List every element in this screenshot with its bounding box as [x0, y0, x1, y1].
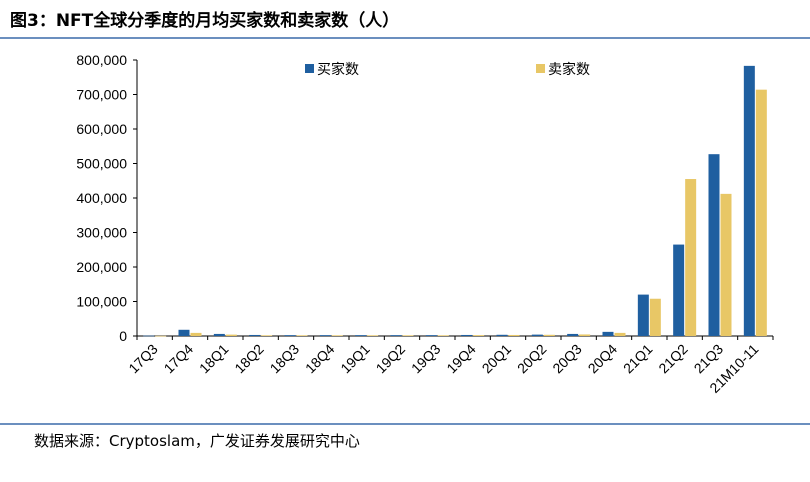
- legend-swatch-buyers: [305, 64, 314, 73]
- bar-sellers: [755, 89, 767, 336]
- bar-sellers: [155, 335, 167, 337]
- bar-buyers: [425, 335, 437, 336]
- legend-label-buyers: 买家数: [317, 61, 359, 78]
- chart-title: 图3：NFT全球分季度的月均买家数和卖家数（人）: [10, 11, 400, 31]
- y-tick-label: 100,000: [76, 294, 127, 310]
- bar-sellers: [402, 335, 414, 336]
- bar-buyers: [284, 335, 296, 336]
- bar-sellers: [614, 332, 626, 336]
- bar-buyers: [496, 334, 508, 336]
- legend-label-sellers: 卖家数: [548, 61, 590, 78]
- chart-axes: 0 100,000 200,000 300,000 400,000 500,000 600,…: [76, 52, 774, 396]
- x-tick-label: 20Q2: [514, 341, 550, 377]
- x-tick-label: 19Q4: [443, 341, 479, 377]
- y-tick-label: 200,000: [76, 259, 127, 275]
- x-tick-label: 17Q3: [125, 341, 161, 377]
- bar-buyers: [637, 294, 649, 336]
- x-tick-label: 19Q1: [337, 341, 373, 377]
- source-rule: [0, 423, 810, 425]
- y-tick-label: 0: [119, 328, 127, 344]
- x-tick-label: 18Q4: [302, 341, 338, 377]
- bar-sellers: [296, 335, 308, 336]
- bar-chart: 0 100,000 200,000 300,000 400,000 500,000 600,…: [76, 52, 774, 396]
- bar-sellers: [190, 332, 202, 336]
- y-tick-label: 700,000: [76, 87, 127, 103]
- x-tick-label: 19Q3: [408, 341, 444, 377]
- bar-sellers: [579, 334, 591, 336]
- bar-buyers: [531, 334, 543, 336]
- bar-sellers: [508, 334, 520, 336]
- bar-sellers: [367, 335, 379, 336]
- x-tick-label: 18Q2: [231, 341, 267, 377]
- bar-sellers: [685, 179, 697, 336]
- bar-sellers: [225, 334, 237, 336]
- y-tick-label: 800,000: [76, 52, 127, 68]
- bar-buyers: [355, 335, 367, 336]
- bar-buyers: [319, 335, 331, 336]
- x-tick-label: 19Q2: [373, 341, 409, 377]
- y-tick-label: 500,000: [76, 156, 127, 172]
- bar-sellers: [649, 298, 661, 336]
- y-tick-label: 300,000: [76, 225, 127, 241]
- bar-buyers: [602, 331, 614, 336]
- y-tick-label: 600,000: [76, 121, 127, 137]
- bar-buyers: [461, 334, 473, 336]
- chart-bars: [143, 65, 767, 337]
- bar-sellers: [331, 335, 343, 336]
- bar-buyers: [143, 335, 155, 337]
- chart-legend: 买家数 卖家数: [305, 61, 590, 78]
- bar-sellers: [473, 335, 485, 336]
- y-tick-label: 400,000: [76, 190, 127, 206]
- x-tick-label: 21Q2: [655, 341, 691, 377]
- bar-sellers: [543, 334, 555, 336]
- x-tick-label: 20Q1: [479, 341, 515, 377]
- x-tick-label: 18Q3: [267, 341, 303, 377]
- bar-buyers: [249, 334, 261, 336]
- bar-buyers: [673, 244, 685, 336]
- x-tick-label: 17Q4: [161, 341, 197, 377]
- bar-buyers: [567, 333, 579, 336]
- bar-sellers: [720, 193, 732, 336]
- bar-buyers: [743, 65, 755, 337]
- source-note: 数据来源：Cryptoslam，广发证券发展研究中心: [34, 432, 360, 450]
- bar-buyers: [390, 335, 402, 336]
- title-rule: [0, 37, 810, 39]
- bar-buyers: [708, 154, 720, 336]
- bar-sellers: [437, 335, 449, 336]
- x-tick-label: 20Q4: [585, 341, 621, 377]
- legend-swatch-sellers: [536, 64, 545, 73]
- x-tick-label: 18Q1: [196, 341, 232, 377]
- bar-sellers: [261, 335, 273, 336]
- bar-buyers: [178, 329, 190, 336]
- bar-buyers: [213, 333, 225, 336]
- x-tick-label: 20Q3: [549, 341, 585, 377]
- x-tick-label: 21Q1: [620, 341, 656, 377]
